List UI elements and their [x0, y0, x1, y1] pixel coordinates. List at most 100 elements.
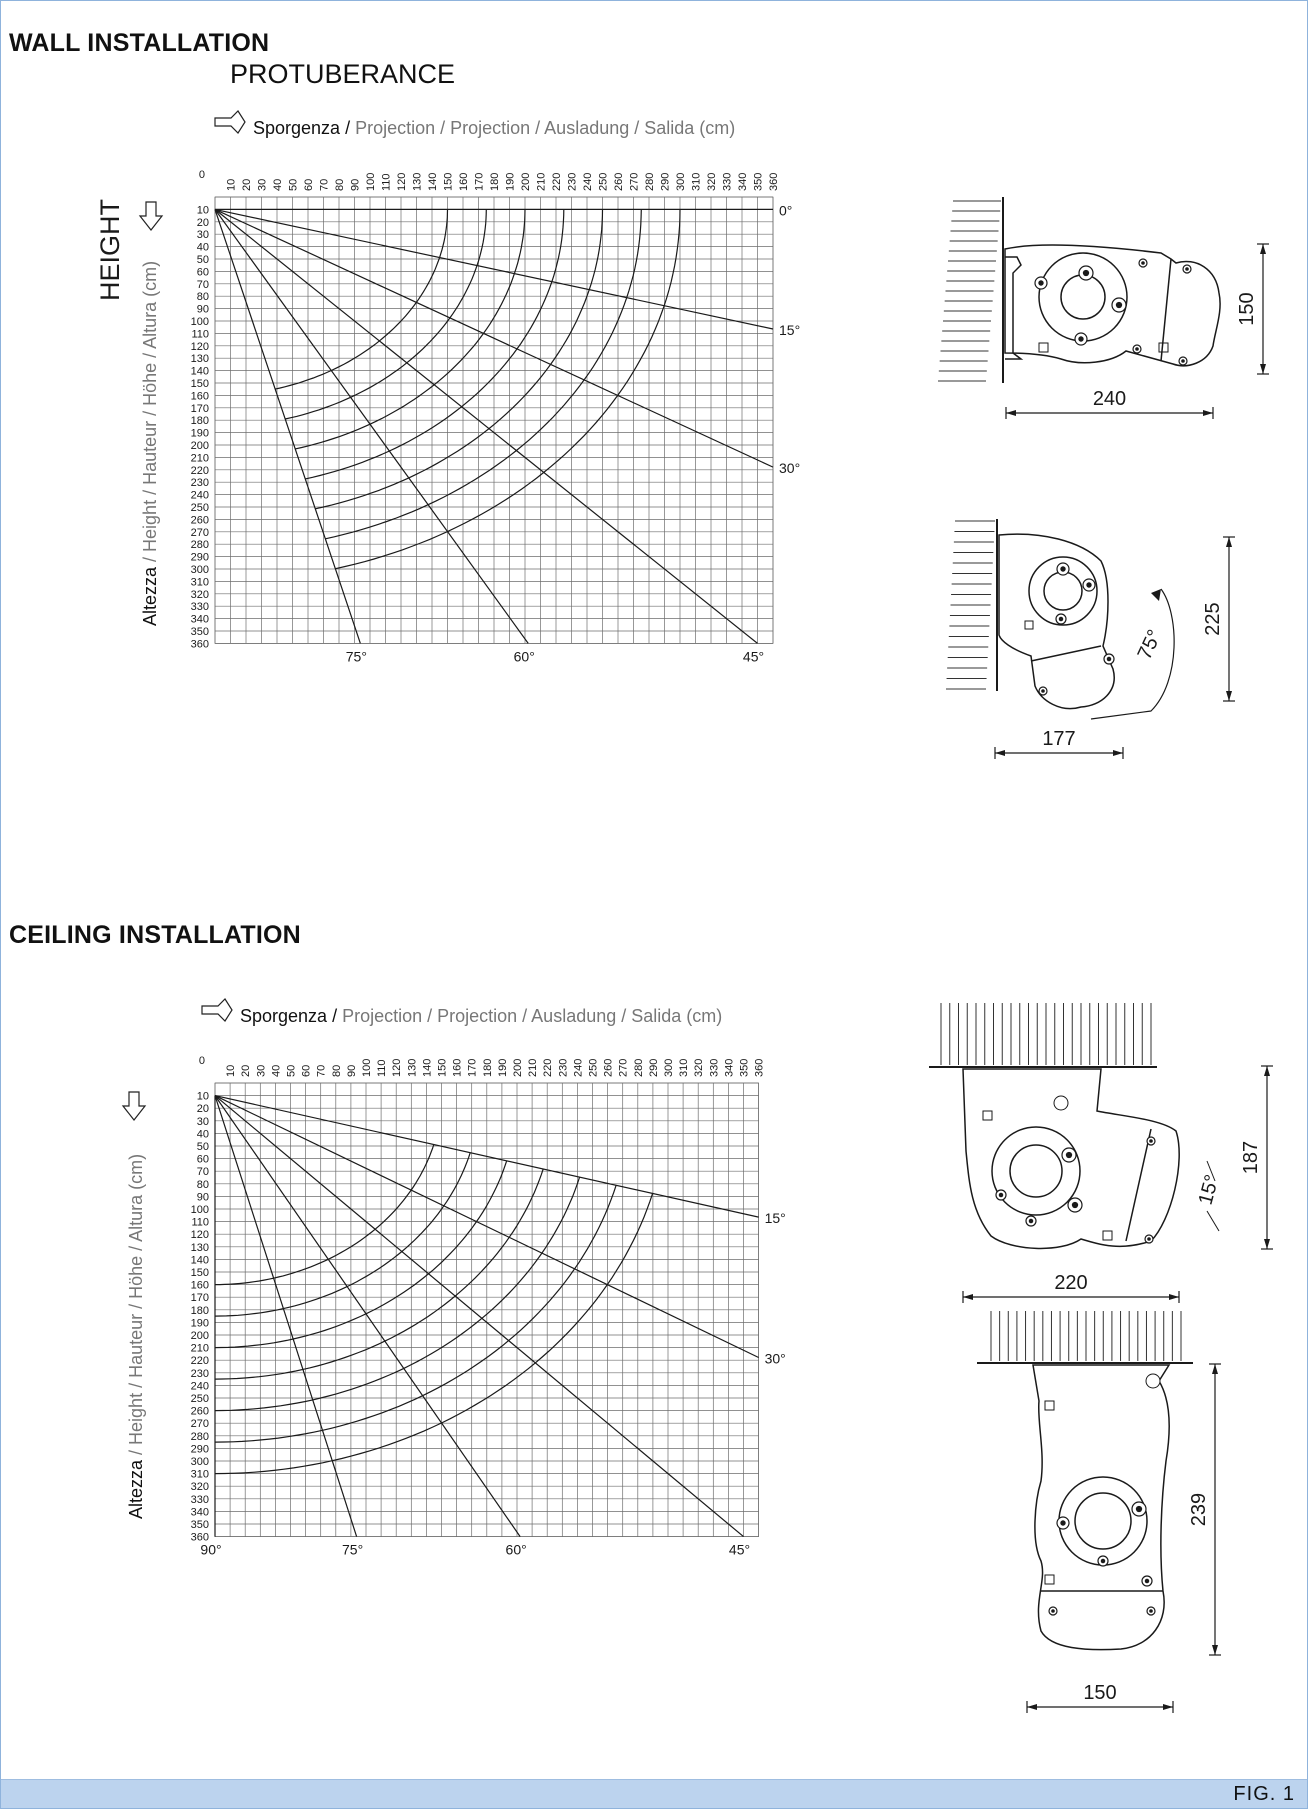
wall-hatch — [938, 200, 1001, 382]
wall-y-tick: 290 — [191, 552, 209, 564]
screw-dot — [1071, 1201, 1079, 1209]
wall-height-lead: Altezza — [140, 566, 160, 626]
ceiling-ray-30 — [214, 1095, 759, 1359]
screw-dot — [1041, 689, 1045, 693]
wall-x-tick: 10 — [226, 179, 238, 191]
ceiling-x-tick: 60 — [301, 1065, 313, 1077]
wall-y-tick: 130 — [191, 353, 209, 365]
ceiling-x-tick: 200 — [512, 1059, 524, 1077]
wall-ray-label: 60° — [514, 648, 535, 664]
ceiling-x-tick: 320 — [693, 1059, 705, 1077]
ceiling-y-tick: 260 — [191, 1406, 209, 1418]
wall-arc-175 — [285, 209, 487, 420]
ceiling-ray-75 — [214, 1095, 358, 1537]
wall-y-tick: 140 — [191, 366, 209, 378]
screw-dot — [1060, 566, 1066, 572]
wall-projection-arrow-icon — [214, 110, 246, 134]
wall-x-tick: 40 — [272, 179, 284, 191]
ceiling-x-tick: 90 — [346, 1065, 358, 1077]
ceiling-chart: 10 20 30 40 50 60 70 80 90 100 110 120 130 140 150 160 1… — [121, 998, 786, 1558]
wall-y-tick: 220 — [191, 465, 209, 477]
ceiling-x-tick: 110 — [376, 1059, 388, 1077]
wall-ray-label: 30° — [779, 460, 800, 476]
ceiling-arc-175 — [214, 1152, 471, 1317]
ceiling-x-tick: 340 — [723, 1059, 735, 1077]
ceiling-y-tick: 110 — [191, 1217, 209, 1229]
hook-hole — [1053, 1095, 1069, 1111]
wall-y-tick: 250 — [191, 502, 209, 514]
ceiling-ray-label: 60° — [506, 1542, 527, 1558]
ceiling-y-tick: 180 — [191, 1305, 209, 1317]
ceiling-projection-caption: Sporgenza / Projection / Projection / Au… — [240, 1006, 722, 1026]
ceiling-y-tick: 220 — [191, 1355, 209, 1367]
fixing-plate — [1044, 1400, 1055, 1411]
wall-y-tick: 160 — [191, 390, 209, 402]
ceiling-y-tick: 290 — [191, 1443, 209, 1455]
ceiling-x-tick: 140 — [421, 1059, 433, 1077]
wall-y-tick: 330 — [191, 601, 209, 613]
wall-y-tick: 120 — [191, 341, 209, 353]
wall-x-tick: 90 — [350, 179, 362, 191]
wall-x-tick: 360 — [768, 173, 780, 191]
wall-y-tick: 150 — [191, 378, 209, 390]
ceiling-y-tick: 20 — [197, 1103, 209, 1115]
ceiling-x-tick: 290 — [648, 1059, 660, 1077]
ceiling-x-tick: 240 — [572, 1059, 584, 1077]
screw-dot — [1058, 616, 1064, 622]
screw-dot — [1115, 301, 1123, 309]
wall-x-tick: 200 — [520, 173, 532, 191]
ceiling-ray-label: 45° — [729, 1542, 750, 1558]
ceiling-height-caption: Altezza / Height / Hauteur / Höhe / Altu… — [126, 1154, 146, 1519]
wall-x-tick: 80 — [334, 179, 346, 191]
screw-dot — [1106, 656, 1112, 662]
fixing-plate — [1102, 1230, 1113, 1241]
wall-y-tick: 100 — [191, 316, 209, 328]
ceiling-x-tick: 50 — [286, 1065, 298, 1077]
ceiling-x-tick: 220 — [542, 1059, 554, 1077]
ceiling-hatch — [940, 1003, 1152, 1065]
figure-label: FIG. 1 — [1233, 1783, 1295, 1805]
wall-y-tick: 170 — [191, 403, 209, 415]
ceiling-y-tick: 80 — [197, 1179, 209, 1191]
ceiling-y-tick: 70 — [197, 1166, 209, 1178]
wall-top-drawing: 240 150 — [938, 197, 1269, 419]
wall-grid — [214, 196, 774, 644]
ceiling-bottom-height-value: 239 — [1188, 1493, 1210, 1526]
wall-x-tick: 330 — [722, 173, 734, 191]
wall-y-tick: 60 — [197, 266, 209, 278]
wall-x-tick: 30 — [257, 179, 269, 191]
housing-seam — [1160, 258, 1172, 362]
ceiling-y-tick: 280 — [191, 1431, 209, 1443]
wall-ray-60 — [214, 209, 529, 644]
ceiling-height-lead: Altezza — [126, 1459, 146, 1519]
ceiling-x-tick: 120 — [391, 1059, 403, 1077]
roller-tube — [1060, 274, 1106, 320]
fixing-plate — [1158, 342, 1169, 353]
screw-dot — [1149, 1139, 1153, 1143]
wall-x-tick: 310 — [691, 173, 703, 191]
ceiling-x-tick: 170 — [467, 1059, 479, 1077]
ceiling-x-tick: 230 — [557, 1059, 569, 1077]
ceiling-top-width-value: 220 — [1054, 1272, 1087, 1294]
ceiling-y-tick: 360 — [191, 1532, 209, 1544]
ceiling-x-tick: 40 — [270, 1065, 282, 1077]
screw-dot — [1065, 1151, 1073, 1159]
ceiling-y-tick: 350 — [191, 1519, 209, 1531]
wall-x-tick: 270 — [629, 173, 641, 191]
wall-x-tick: 280 — [644, 173, 656, 191]
wall-height-arrow-icon — [138, 201, 164, 231]
wall-y-tick: 350 — [191, 626, 209, 638]
ceiling-height-arrow-icon — [121, 1091, 147, 1121]
ceiling-x-tick: 30 — [255, 1065, 267, 1077]
ceiling-y-tick: 330 — [191, 1494, 209, 1506]
ceiling-y-tick: 320 — [191, 1481, 209, 1493]
ceiling-y-tick: 170 — [191, 1292, 209, 1304]
ceiling-x-tick: 180 — [482, 1059, 494, 1077]
wall-installation-title: WALL INSTALLATION — [9, 29, 270, 57]
ceiling-arc-225 — [214, 1168, 544, 1380]
ceiling-ray-label: 75° — [342, 1542, 363, 1558]
ceiling-y-tick: 230 — [191, 1368, 209, 1380]
ceiling-x-tick: 190 — [497, 1059, 509, 1077]
ceiling-y-tick: 300 — [191, 1456, 209, 1468]
screw-dot — [1149, 1609, 1153, 1613]
